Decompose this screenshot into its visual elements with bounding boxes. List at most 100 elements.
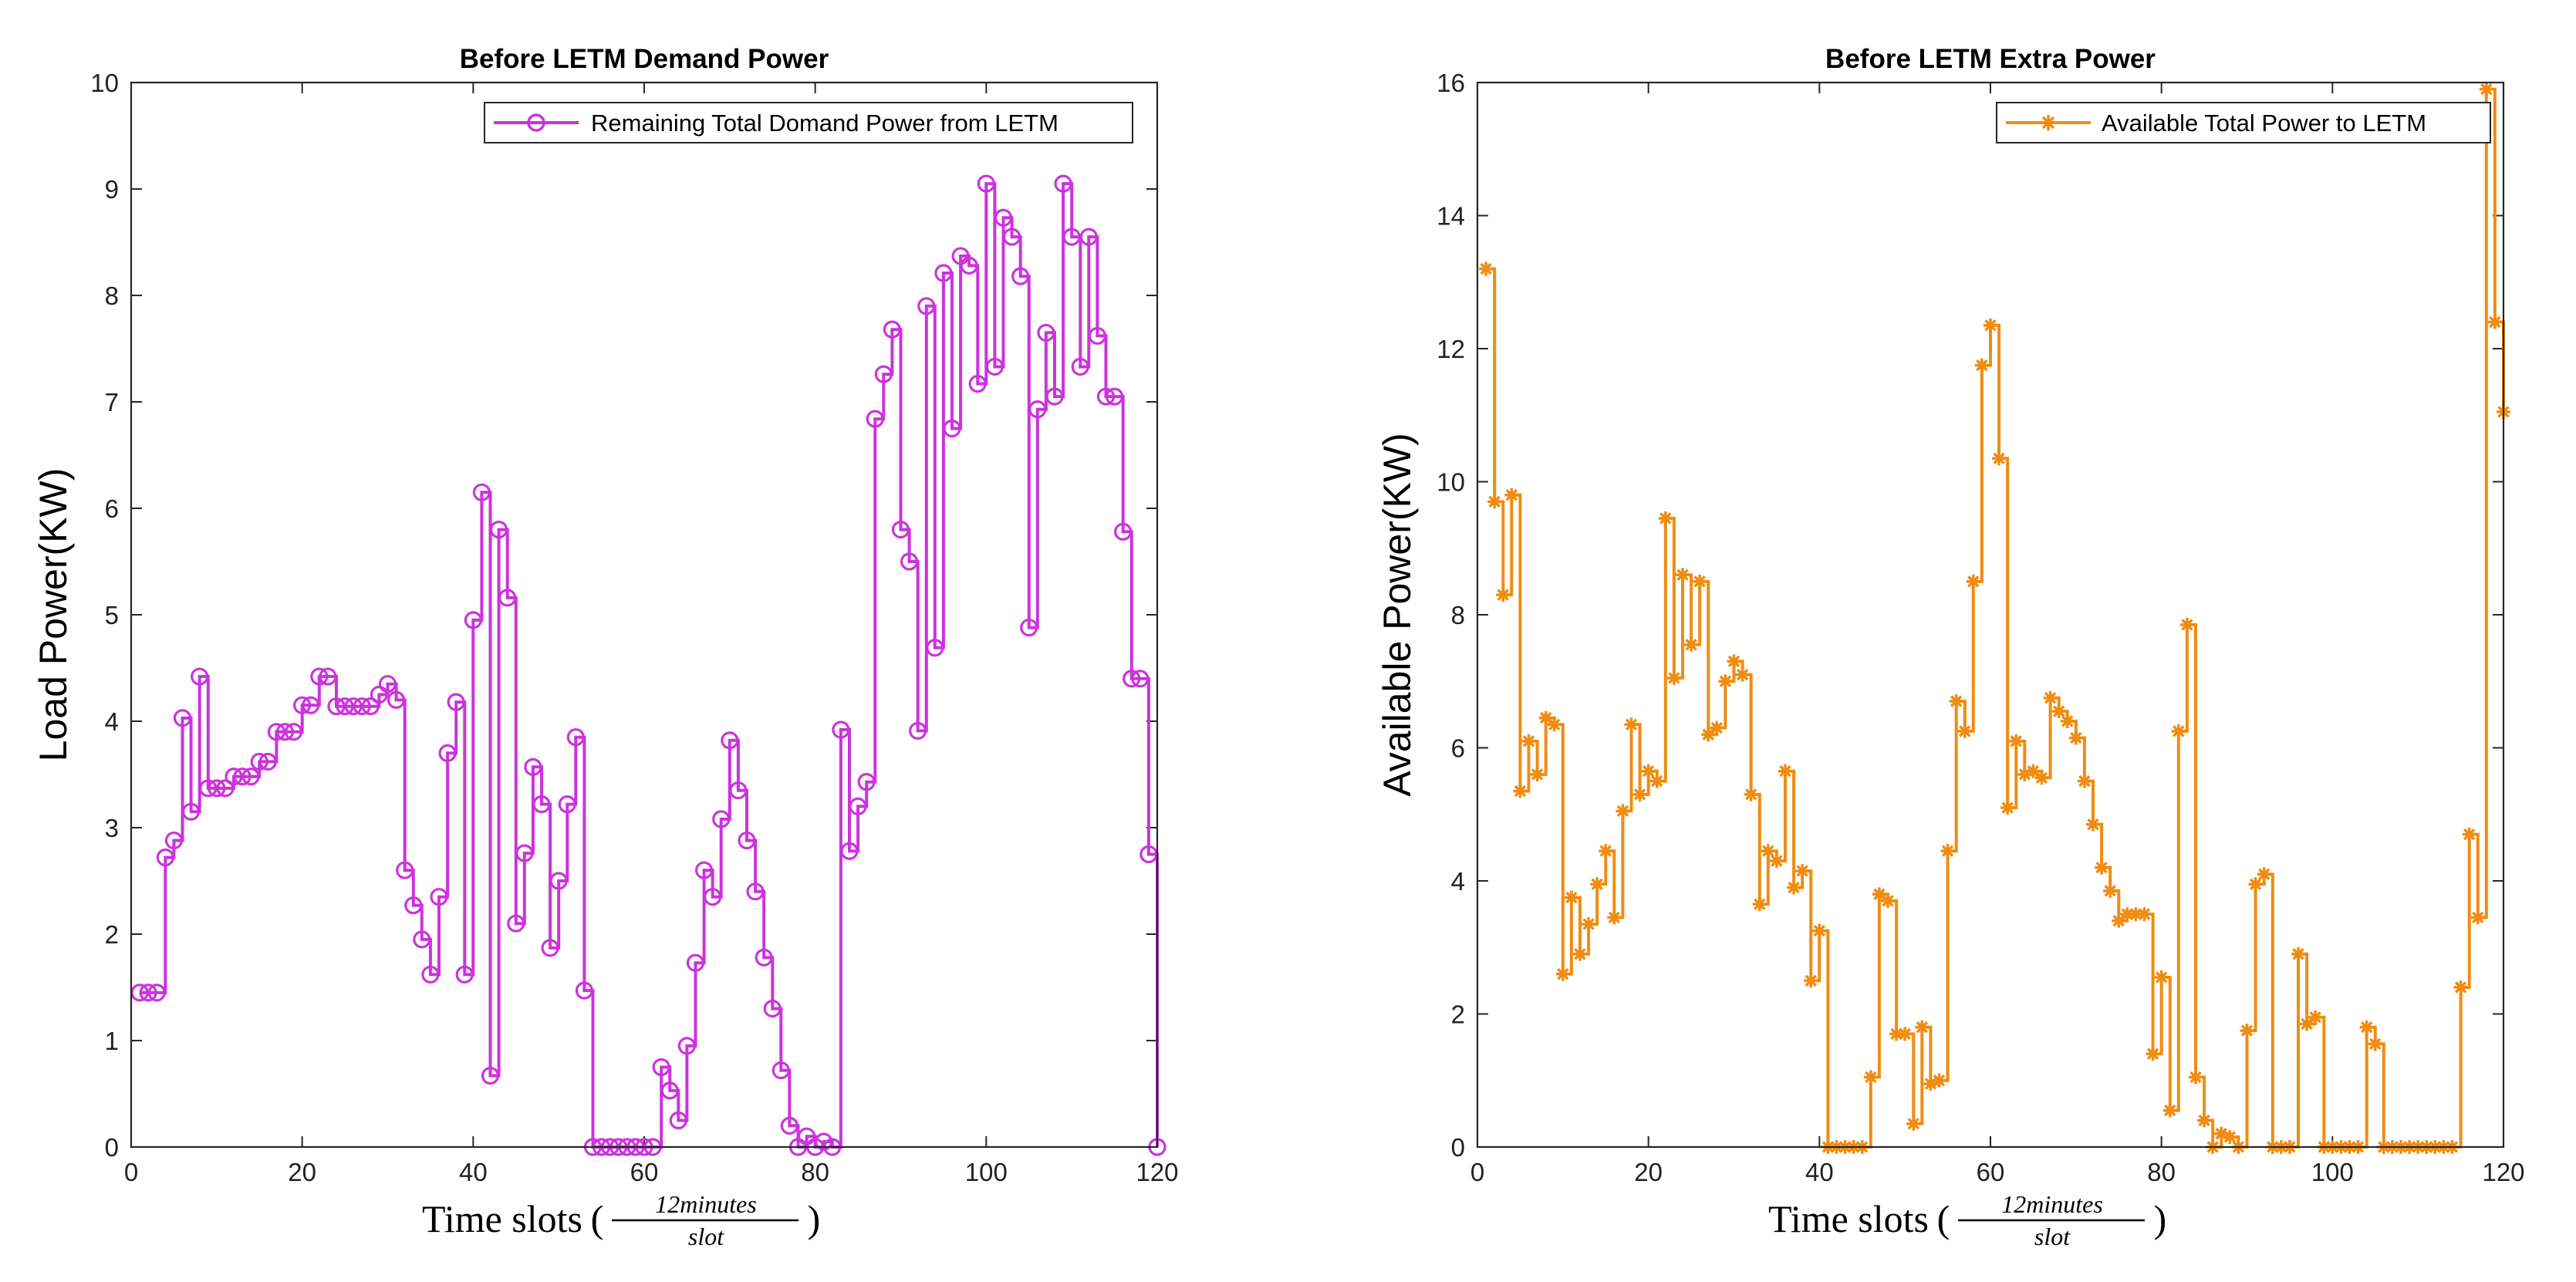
legend-label: Remaining Total Domand Power from LETM	[591, 110, 1058, 137]
data-point	[849, 797, 867, 816]
data-point	[1555, 967, 1570, 981]
data-point	[1906, 1116, 1921, 1131]
data-point	[985, 357, 1004, 376]
data-point	[455, 965, 474, 984]
data-point	[2162, 1103, 2177, 1118]
data-point	[2000, 801, 2015, 815]
y-tick-label: 12	[1437, 335, 1465, 363]
x-axis-label-text: Time slots	[422, 1197, 582, 1240]
data-point	[755, 948, 773, 967]
data-point	[1079, 228, 1098, 246]
data-point	[2068, 730, 2083, 745]
data-point	[199, 779, 218, 798]
data-point	[447, 693, 465, 711]
data-point	[378, 675, 397, 693]
data-point	[729, 781, 748, 800]
data-point	[541, 939, 559, 957]
data-point	[2043, 690, 2058, 705]
data-point	[883, 320, 902, 339]
data-point	[2368, 1037, 2382, 1051]
data-point	[413, 930, 431, 949]
data-point	[840, 842, 859, 860]
data-point	[498, 589, 517, 607]
data-point	[1915, 1020, 1929, 1034]
data-point	[1028, 400, 1047, 419]
data-point	[1071, 357, 1089, 376]
data-point	[1114, 522, 1133, 541]
data-point	[1599, 844, 1613, 859]
data-point	[2308, 1010, 2323, 1024]
data-point	[2051, 704, 2066, 719]
data-point	[694, 861, 714, 879]
data-point	[977, 174, 995, 193]
data-point	[2462, 827, 2476, 842]
chart-extra-power: 0 20 40 60 80 100 120 0 2 4 6 8 10 12 14 16 Before LETM…	[1376, 44, 2525, 1250]
data-point	[1957, 724, 1972, 738]
data-point	[2026, 764, 2041, 778]
y-tick-label: 8	[105, 282, 119, 310]
data-point	[173, 709, 192, 727]
data-point	[1530, 768, 1545, 781]
data-point	[968, 374, 987, 393]
data-point	[310, 667, 329, 686]
data-point	[704, 888, 722, 906]
data-point	[472, 483, 491, 501]
x-tick-label: 80	[801, 1158, 829, 1186]
data-point	[293, 696, 312, 714]
data-point	[2103, 883, 2118, 898]
legend: Remaining Total Domand Power from LETM	[484, 102, 1133, 143]
data-point	[524, 757, 542, 776]
y-tick-label: 10	[90, 69, 119, 97]
data-point	[2453, 980, 2468, 994]
data-point	[250, 752, 268, 771]
legend-marker-swatch	[527, 113, 545, 132]
data-point	[438, 744, 457, 763]
data-point	[233, 768, 252, 786]
data-point	[874, 365, 893, 383]
x-tick-label: 40	[1805, 1158, 1834, 1186]
data-point	[336, 697, 354, 716]
data-point	[1676, 568, 1690, 582]
y-tick-label: 1	[105, 1027, 119, 1055]
data-point	[1037, 323, 1055, 342]
data-point	[549, 872, 568, 890]
y-tick-label: 5	[105, 601, 119, 629]
data-point	[1666, 670, 1681, 685]
data-point	[2257, 867, 2271, 882]
x-tick-label: 100	[965, 1158, 1008, 1186]
data-point	[1011, 267, 1030, 285]
data-point	[1582, 917, 1596, 932]
data-point	[1547, 717, 1561, 732]
data-point	[1778, 764, 1792, 778]
y-tick-label: 2	[105, 920, 119, 949]
data-point	[370, 685, 389, 704]
data-point	[1940, 844, 1955, 859]
data-point	[943, 419, 961, 438]
data-point	[404, 896, 423, 915]
plot-frame	[1476, 81, 2505, 1149]
data-point	[1088, 326, 1107, 346]
data-point	[1881, 893, 1895, 908]
data-point	[1949, 694, 1963, 709]
data-point	[421, 965, 440, 984]
x-tick-label: 0	[1470, 1158, 1484, 1186]
legend-label: Available Total Power to LETM	[2102, 110, 2426, 137]
data-point	[1513, 784, 1528, 798]
data-point	[960, 256, 978, 275]
x-axis-label-open-paren: (	[1937, 1197, 1950, 1240]
x-tick-label: 40	[459, 1158, 488, 1186]
y-tick-label: 6	[1451, 734, 1465, 763]
x-axis-label-numerator: 12minutes	[655, 1190, 757, 1218]
data-point	[1487, 494, 1502, 509]
data-point	[1105, 387, 1124, 406]
y-tick-label: 0	[1451, 1133, 1465, 1162]
x-axis-label-close-paren: )	[2154, 1197, 2167, 1240]
y-tick-label: 2	[1451, 1000, 1465, 1029]
data-point	[225, 768, 243, 786]
data-point	[2240, 1024, 2254, 1038]
data-point	[934, 264, 953, 282]
data-point	[208, 779, 226, 798]
data-point	[917, 297, 936, 315]
legend-box	[484, 102, 1133, 143]
